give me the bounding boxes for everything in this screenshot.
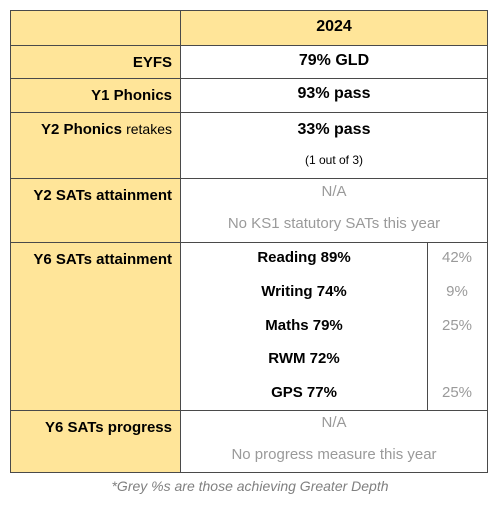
header-label-cell bbox=[11, 11, 181, 45]
y2-phonics-value: 33% pass bbox=[297, 121, 371, 138]
y2-sats-detail: No KS1 statutory SATs this year bbox=[227, 215, 441, 232]
y6-progress-detail: No progress measure this year bbox=[231, 446, 437, 463]
subject-writing: Writing 74% bbox=[261, 283, 347, 300]
y6-progress-value-cell: N/A No progress measure this year bbox=[181, 411, 487, 472]
gd-gps: 25% bbox=[441, 384, 473, 401]
subject-maths: Maths 79% bbox=[265, 317, 343, 334]
y1-phonics-label: Y1 Phonics bbox=[11, 79, 181, 112]
y2-sats-value-cell: N/A No KS1 statutory SATs this year bbox=[181, 179, 487, 242]
year-heading: 2024 bbox=[316, 18, 352, 35]
y1-phonics-value: 93% pass bbox=[297, 85, 371, 102]
y2-phonics-label-suffix: retakes bbox=[126, 121, 172, 137]
eyfs-row: EYFS 79% GLD bbox=[11, 46, 487, 79]
y1-phonics-value-cell: 93% pass bbox=[181, 79, 487, 112]
header-year-cell: 2024 bbox=[181, 11, 487, 45]
y6-sats-label: Y6 SATs attainment bbox=[11, 243, 181, 410]
footnote: *Grey %s are those achieving Greater Dep… bbox=[111, 478, 389, 494]
greater-depth-divider bbox=[427, 243, 428, 410]
y2-sats-value: N/A bbox=[321, 183, 347, 200]
y2-sats-row: Y2 SATs attainment N/A No KS1 statutory … bbox=[11, 179, 487, 243]
subject-rwm: RWM 72% bbox=[268, 350, 340, 367]
gd-maths: 25% bbox=[441, 317, 473, 334]
y2-phonics-label: Y2 Phonics bbox=[41, 121, 122, 138]
subject-gps: GPS 77% bbox=[271, 384, 337, 401]
eyfs-value-cell: 79% GLD bbox=[181, 46, 487, 78]
y2-phonics-value-cell: 33% pass (1 out of 3) bbox=[181, 113, 487, 178]
gd-writing: 9% bbox=[446, 283, 468, 300]
y6-progress-row: Y6 SATs progress N/A No progress measure… bbox=[11, 411, 487, 472]
y2-phonics-detail: (1 out of 3) bbox=[304, 153, 364, 167]
gd-reading: 42% bbox=[441, 249, 473, 266]
y6-sats-row: Y6 SATs attainment Reading 89% 42% Writi… bbox=[11, 243, 487, 411]
y1-phonics-row: Y1 Phonics 93% pass bbox=[11, 79, 487, 113]
y6-progress-value: N/A bbox=[321, 414, 347, 431]
results-table: 2024 EYFS 79% GLD Y1 Phonics 93% pass Y2… bbox=[10, 10, 488, 473]
subject-reading: Reading 89% bbox=[257, 249, 351, 266]
y2-sats-label: Y2 SATs attainment bbox=[11, 179, 181, 242]
eyfs-value: 79% GLD bbox=[298, 52, 370, 69]
y6-progress-label: Y6 SATs progress bbox=[11, 411, 181, 472]
header-row: 2024 bbox=[11, 11, 487, 46]
eyfs-label: EYFS bbox=[11, 46, 181, 78]
y2-phonics-row: Y2 Phonics retakes 33% pass (1 out of 3) bbox=[11, 113, 487, 179]
y2-phonics-label-cell: Y2 Phonics retakes bbox=[11, 113, 181, 178]
